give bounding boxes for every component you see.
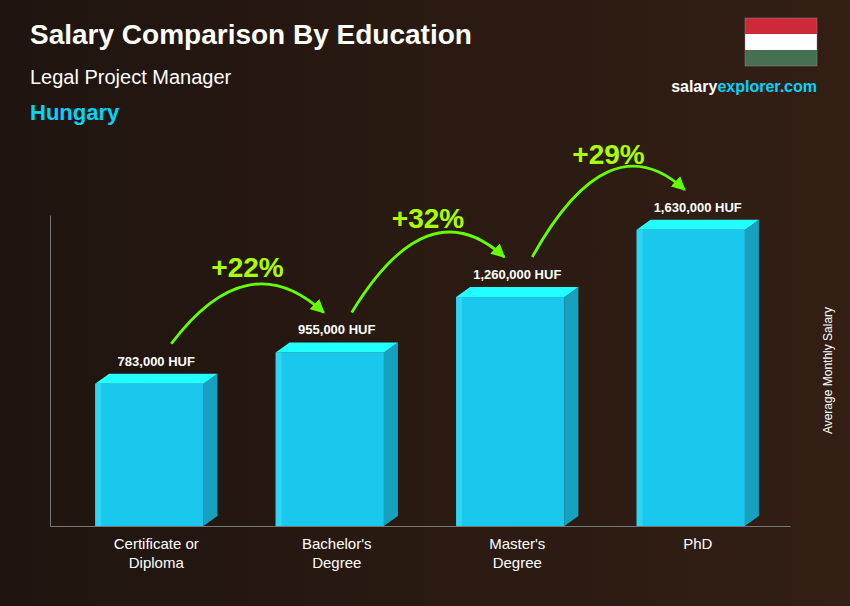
bar-group: [637, 220, 759, 526]
data-label: 955,000 HUF: [298, 322, 375, 337]
watermark-part: salary: [671, 78, 717, 95]
subtitle: Legal Project Manager: [30, 66, 232, 88]
x-tick-label-line: Degree: [493, 554, 542, 571]
flag-stripe: [745, 50, 817, 66]
x-tick: Master's Degree: [489, 526, 545, 571]
flag: [745, 18, 817, 66]
data-labels: 783,000 HUF 955,000 HUF 1,260,000 HUF 1,630…: [118, 200, 742, 369]
x-tick-label-line: Diploma: [129, 554, 185, 571]
bar-top-face: [95, 374, 217, 384]
x-axis-line: [51, 526, 791, 527]
y-axis: [50, 216, 51, 527]
country: Hungary: [30, 100, 120, 125]
x-tick: Bachelor's Degree: [302, 526, 372, 571]
bar: [456, 297, 564, 526]
bar-side-face: [564, 287, 578, 526]
x-tick-label: Certificate or Diploma: [114, 535, 199, 572]
bar: [276, 352, 384, 526]
y-axis-line: [50, 216, 51, 527]
x-tick-label: Master's Degree: [489, 535, 545, 572]
bar-highlight: [637, 230, 643, 526]
x-tick-label-line: Bachelor's: [302, 535, 372, 552]
x-tick-label-line: Degree: [312, 554, 361, 571]
background: [0, 0, 850, 606]
x-tick: Certificate or Diploma: [114, 526, 199, 571]
x-tick-label: Bachelor's Degree: [302, 535, 372, 572]
bar-highlight: [276, 352, 282, 526]
bar-top-face: [637, 220, 759, 230]
bar-side-face: [384, 342, 398, 526]
flag-border: [745, 18, 817, 66]
bar-side-face: [745, 220, 759, 526]
x-tick: PhD: [683, 526, 712, 552]
bar-highlight: [95, 384, 101, 526]
watermark: salaryexplorer.com: [671, 78, 817, 95]
bar: [95, 384, 203, 526]
growth-arrow: [532, 166, 684, 257]
y-axis-label: Average Monthly Salary: [821, 307, 835, 434]
title: Salary Comparison By Education: [30, 19, 472, 50]
watermark-part: explorer.com: [717, 78, 817, 95]
bar-top-face: [276, 342, 398, 352]
annotations: +22% +32% +29%: [171, 139, 684, 344]
x-tick-label-line: Master's: [489, 535, 545, 552]
flag-stripe: [745, 34, 817, 50]
data-label: 783,000 HUF: [118, 354, 195, 369]
growth-arrow: [352, 232, 504, 312]
x-tick-label-line: Certificate or: [114, 535, 199, 552]
bar-group: [95, 374, 217, 526]
chart-root: Salary Comparison By Education Legal Proj…: [0, 0, 850, 606]
bar-top-face: [456, 287, 578, 297]
bar-highlight: [456, 297, 462, 526]
growth-label: +22%: [211, 252, 283, 283]
data-label: 1,630,000 HUF: [654, 200, 742, 215]
bars: [95, 220, 759, 526]
x-tick-label-line: PhD: [683, 535, 712, 552]
data-label: 1,260,000 HUF: [473, 267, 561, 282]
flag-stripe: [745, 18, 817, 34]
x-axis: Certificate orDiplomaBachelor'sDegreeMas…: [51, 526, 791, 571]
x-tick-label: PhD: [683, 535, 712, 552]
growth-label: +32%: [392, 203, 464, 234]
bar-side-face: [203, 374, 217, 526]
bar-group: [456, 287, 578, 526]
bar: [637, 230, 745, 526]
growth-arrow: [171, 284, 323, 344]
bar-group: [276, 342, 398, 526]
growth-label: +29%: [572, 139, 644, 170]
